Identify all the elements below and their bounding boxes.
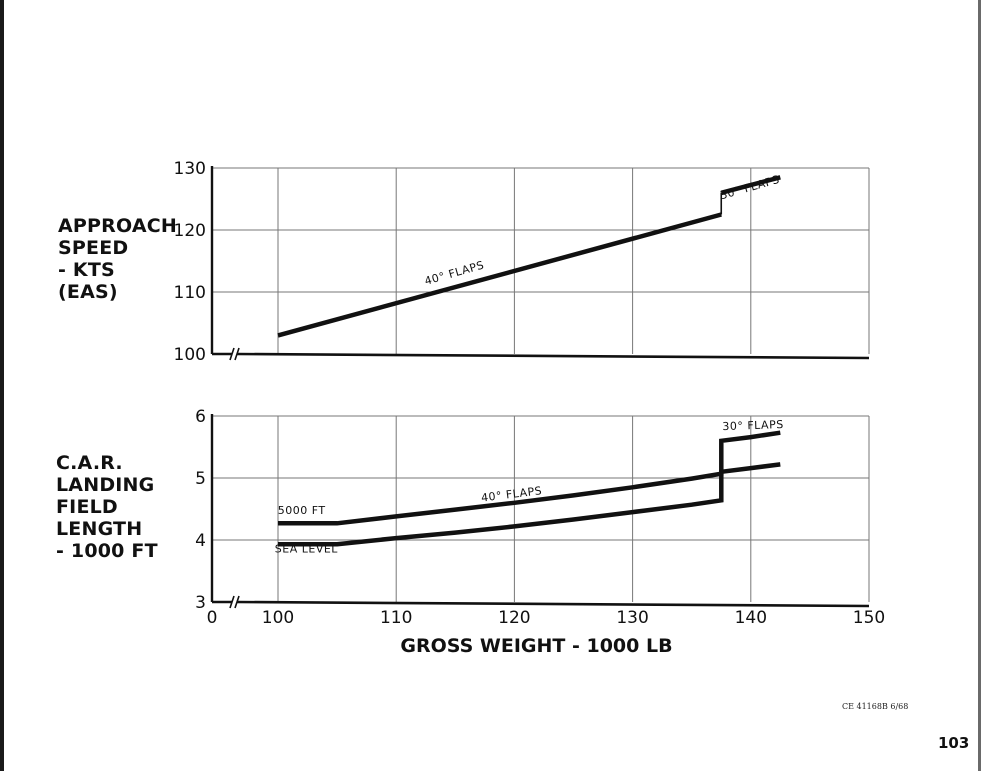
series-line [277,212,722,338]
approach-speed-y-axis-label: APPROACH SPEED - KTS (EAS) [58,215,177,303]
annotation-label: 30° FLAPS [722,418,784,433]
x-tick-label: 100 [262,608,294,628]
series-line [278,462,781,547]
y-axis-label-line: C.A.R. [56,452,123,474]
x-axis-line [236,352,870,360]
y-axis-label-line: SPEED [58,237,129,259]
series-line [720,175,781,195]
y-axis-label-line: (EAS) [58,281,118,303]
x-tick-label: 110 [380,608,412,628]
x-axis-line [236,600,870,608]
y-tick-label: 120 [174,221,206,241]
series-line [278,430,781,526]
y-tick-label: 4 [195,531,206,551]
y-axis-label-line: FIELD [56,496,118,518]
document-code: CE 41168B 6/68 [842,702,909,711]
y-axis-label-line: APPROACH [58,215,177,237]
y-axis-label-line: LANDING [56,474,155,496]
annotation-label: 5000 FT [278,504,326,517]
x-tick-label: 0 [207,608,218,628]
landing-field-length-chart: 3 4 5 6 0 100 110 120 130 140 150 GROSS WEIGHT - 10… [195,407,885,657]
x-tick-label: 120 [498,608,530,628]
landing-field-length-y-axis-label: C.A.R. LANDING FIELD LENGTH - 1000 FT [56,452,158,562]
page-number: 103 [938,734,970,752]
y-axis-label-line: LENGTH [56,518,143,540]
y-tick-label: 110 [174,283,206,303]
y-tick-label: 5 [195,469,206,489]
y-tick-label: 3 [195,593,206,613]
y-tick-label: 100 [174,345,206,365]
y-axis-label-line: - KTS [58,259,115,281]
x-tick-label: 140 [735,608,767,628]
y-tick-label: 130 [174,159,206,179]
annotation-label: 30° FLAPS [719,173,782,202]
x-tick-label: 150 [853,608,885,628]
annotation-label: SEA LEVEL [275,542,339,555]
x-tick-label: 130 [616,608,648,628]
y-tick-label: 6 [195,407,206,427]
x-axis-label: GROSS WEIGHT - 1000 LB [400,635,672,657]
y-axis-label-line: - 1000 FT [56,540,158,562]
